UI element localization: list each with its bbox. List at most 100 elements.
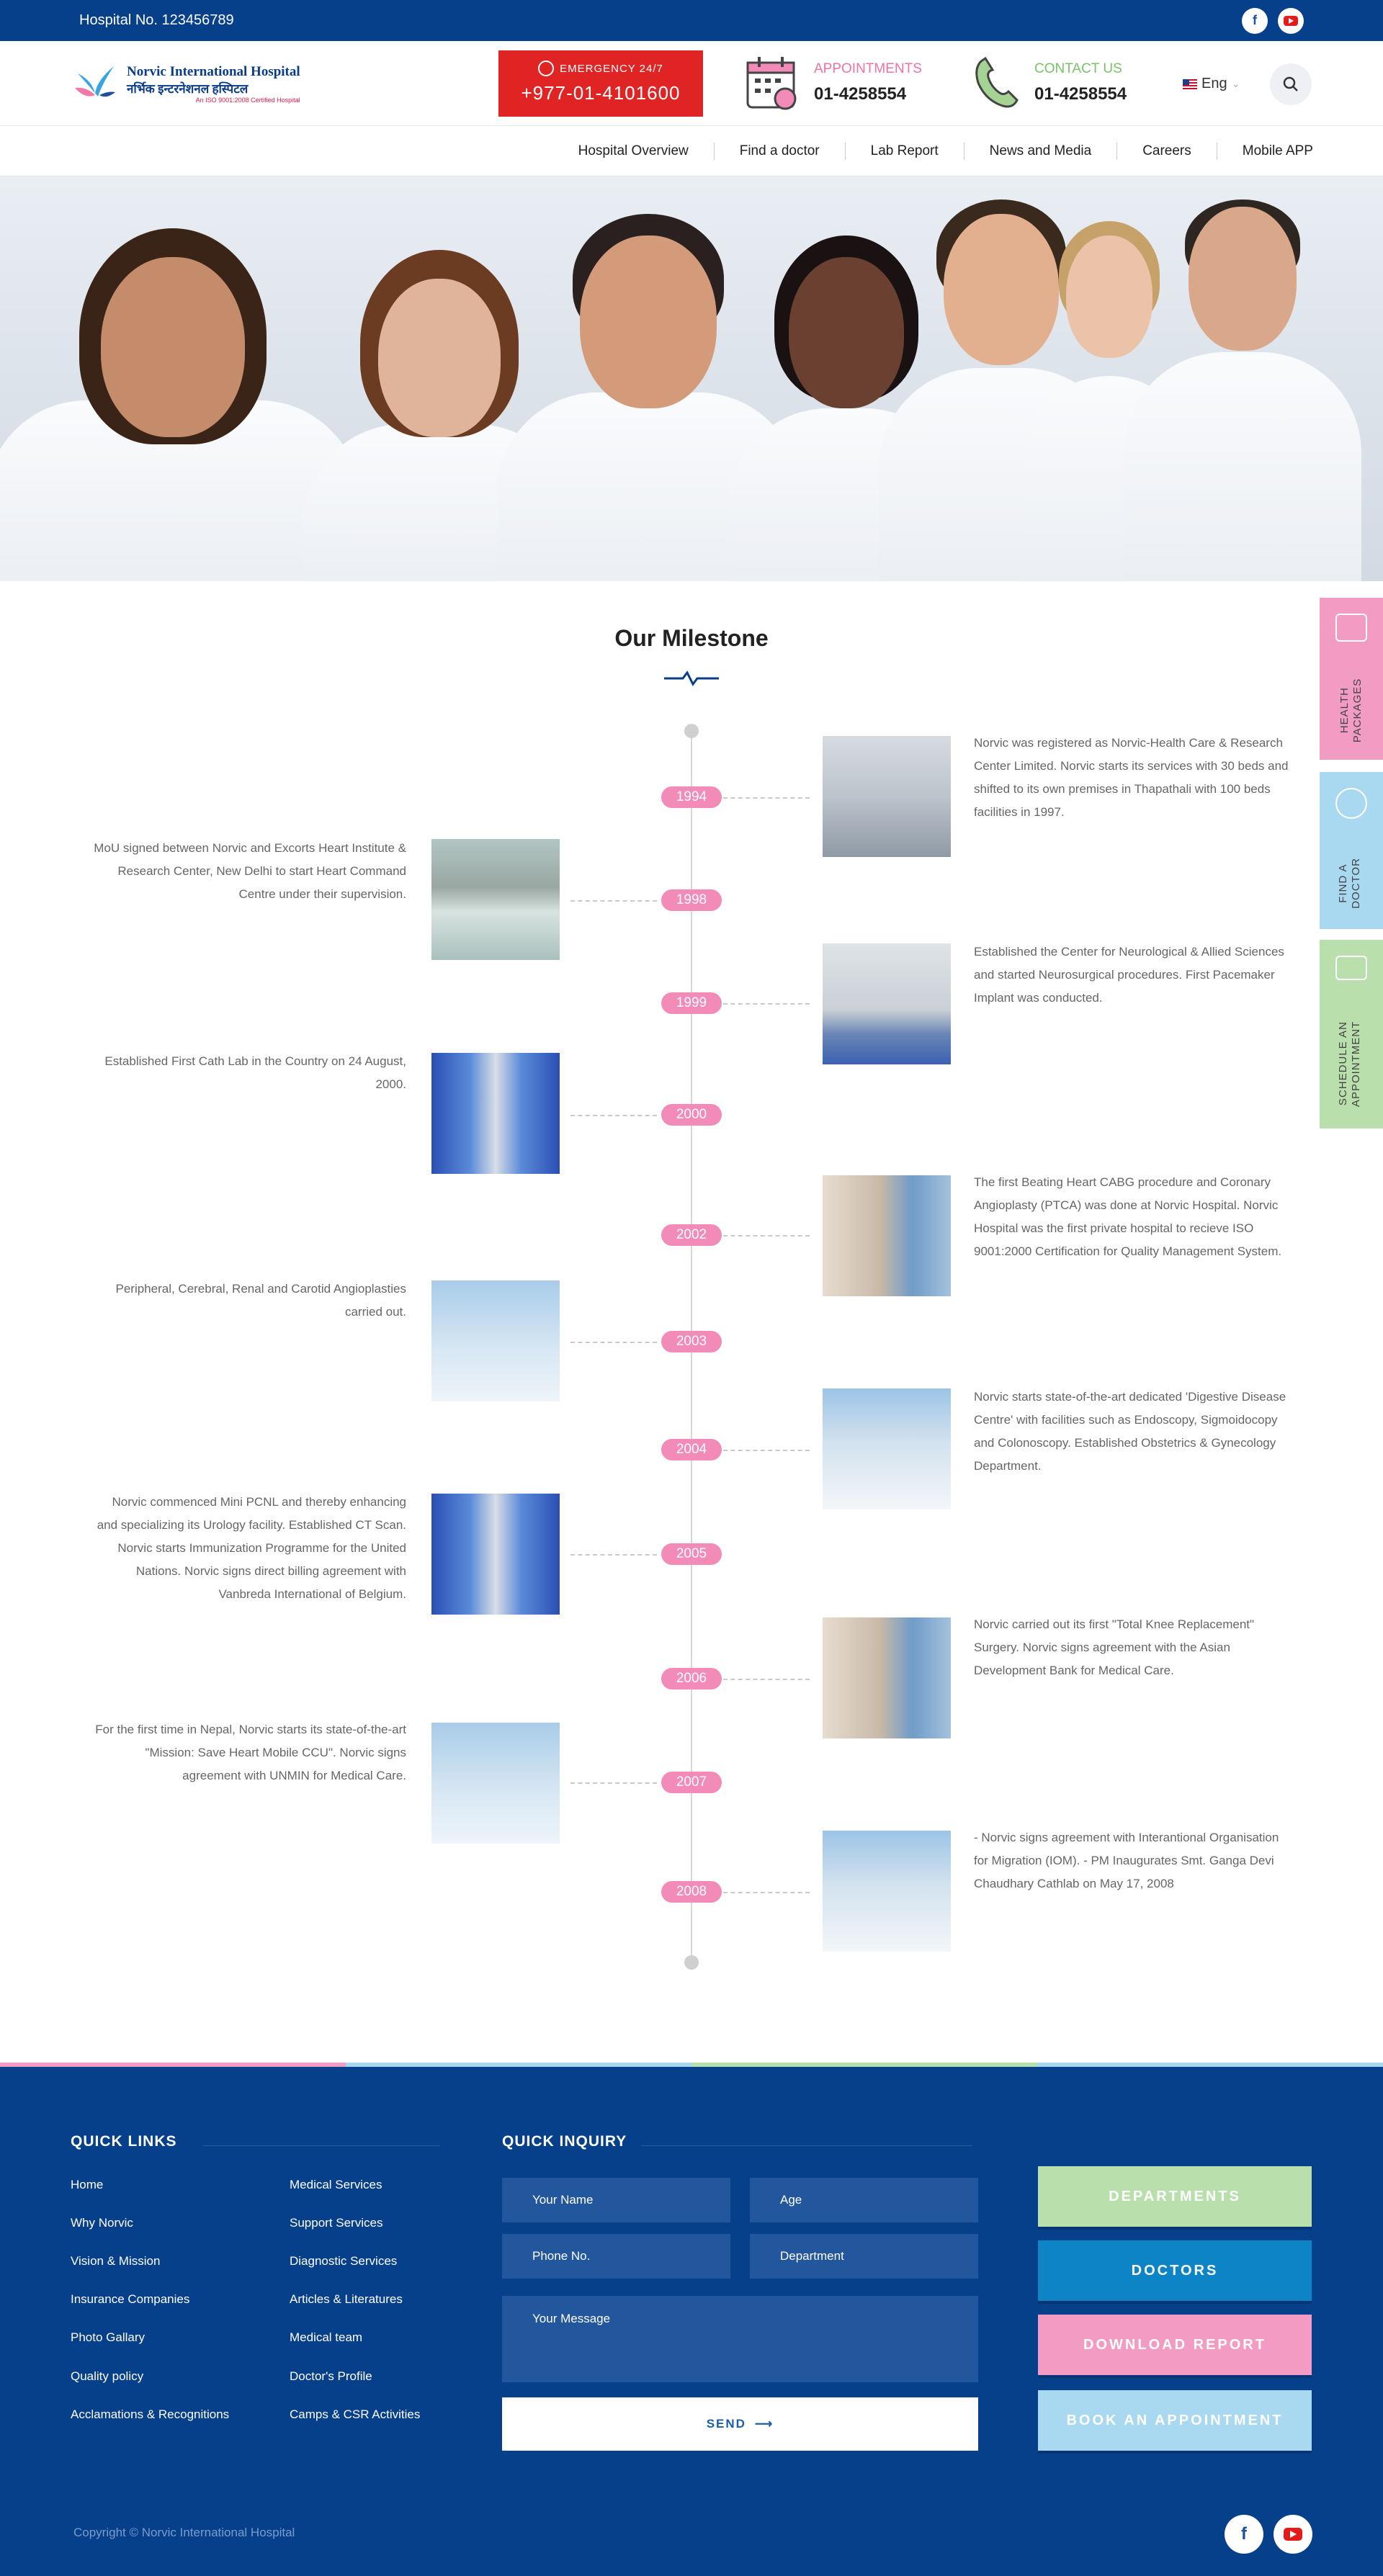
footer-link[interactable]: Quality policy: [71, 2369, 144, 2383]
milestone-image: [823, 943, 951, 1064]
facebook-icon[interactable]: f: [1242, 7, 1268, 34]
milestone-description: Established First Cath Lab in the Countr…: [104, 1054, 406, 1091]
emergency-phone-icon: [538, 60, 555, 76]
top-bar: Hospital No. 123456789 f: [0, 0, 1383, 41]
footer-link[interactable]: Medical Services: [290, 2178, 382, 2191]
search-icon: [1283, 76, 1298, 91]
milestone-description: Norvic was registered as Norvic-Health C…: [974, 736, 1289, 819]
nav-news-and-media[interactable]: News and Media: [964, 143, 1118, 160]
footer-link[interactable]: Insurance Companies: [71, 2292, 190, 2306]
calendar-icon: [746, 57, 797, 110]
footer-link[interactable]: Camps & CSR Activities: [290, 2407, 421, 2421]
hero-banner-image: [0, 176, 1383, 581]
send-button[interactable]: SEND ⟶: [502, 2397, 978, 2451]
side-tab-find-a-doctor[interactable]: FIND A DOCTOR: [1320, 772, 1383, 929]
hospital-number: Hospital No. 123456789: [79, 12, 234, 28]
book-appointment-button[interactable]: BOOK AN APPOINTMENT: [1038, 2390, 1312, 2451]
footer-link[interactable]: Why Norvic: [71, 2216, 133, 2230]
milestone-connector: [570, 900, 657, 902]
emergency-label: EMERGENCY 24/7: [560, 62, 663, 75]
milestone-description: The first Beating Heart CABG procedure a…: [974, 1175, 1282, 1258]
quick-inquiry-title: QUICK INQUIRY: [502, 2133, 627, 2150]
milestone-description: MoU signed between Norvic and Excorts He…: [94, 841, 406, 901]
contact-block[interactable]: CONTACT US 01-4258554: [971, 54, 1127, 112]
nav-careers[interactable]: Careers: [1117, 143, 1217, 160]
milestone-year: 2003: [661, 1331, 722, 1352]
message-textarea[interactable]: Your Message: [502, 2296, 978, 2382]
footer-link[interactable]: Doctor's Profile: [290, 2369, 372, 2383]
youtube-icon[interactable]: [1278, 7, 1304, 34]
milestone-connector: [570, 1342, 657, 1343]
milestone-image: [431, 1053, 560, 1174]
side-tab-schedule-appointment[interactable]: SCHEDULE AN APPOINTMENT: [1320, 940, 1383, 1128]
milestone-description: Norvic carried out its first "Total Knee…: [974, 1617, 1255, 1677]
footer-link[interactable]: Acclamations & Recognitions: [71, 2407, 230, 2421]
logo-name-nepali: नर्भिक इन्टरनेशनल हस्पिटल: [127, 82, 249, 96]
milestone-year: 2000: [661, 1104, 722, 1126]
nav-mobile-app[interactable]: Mobile APP: [1242, 143, 1313, 158]
language-label: Eng: [1201, 76, 1227, 91]
heartbeat-icon: [664, 670, 719, 686]
footer-link[interactable]: Vision & Mission: [71, 2254, 161, 2268]
milestone-year: 2006: [661, 1668, 722, 1689]
footer-link[interactable]: Articles & Literatures: [290, 2292, 403, 2306]
milestone-image: [823, 1617, 951, 1738]
footer-youtube-icon[interactable]: [1274, 2515, 1312, 2554]
logo-certification: An ISO 9001:2008 Certified Hospital: [195, 97, 300, 104]
name-input[interactable]: Your Name: [502, 2178, 730, 2222]
department-select[interactable]: Department: [750, 2234, 978, 2279]
appointments-label: APPOINTMENTS: [814, 61, 922, 76]
doctor-icon: [1335, 788, 1367, 820]
age-input[interactable]: Age: [750, 2178, 978, 2222]
logo-name-english: Norvic International Hospital: [127, 64, 300, 79]
milestone-image: [823, 736, 951, 857]
milestone-description: - Norvic signs agreement with Interantio…: [974, 1831, 1279, 1890]
milestone-year: 1998: [661, 889, 722, 911]
doctors-button[interactable]: DOCTORS: [1038, 2240, 1312, 2301]
us-flag-icon: [1183, 78, 1197, 89]
contact-label: CONTACT US: [1034, 61, 1122, 76]
phone-input[interactable]: Phone No.: [502, 2234, 730, 2279]
quick-links-title: QUICK LINKS: [71, 2133, 177, 2150]
nav-hospital-overview[interactable]: Hospital Overview: [553, 143, 715, 160]
milestone-description: Norvic starts state-of-the-art dedicated…: [974, 1390, 1286, 1473]
milestone-image: [431, 839, 560, 960]
footer-facebook-icon[interactable]: f: [1225, 2515, 1263, 2554]
milestone-image: [431, 1280, 560, 1401]
footer-link[interactable]: Photo Gallary: [71, 2330, 145, 2344]
footer-color-stripe: [0, 2063, 1383, 2067]
phone-icon: [975, 56, 1019, 108]
milestone-year: 1994: [661, 786, 722, 808]
appointments-block[interactable]: APPOINTMENTS 01-4258554: [745, 54, 922, 112]
divider: [641, 2145, 972, 2146]
milestone-description: For the first time in Nepal, Norvic star…: [95, 1723, 406, 1782]
divider: [203, 2145, 439, 2146]
footer-link[interactable]: Medical team: [290, 2330, 363, 2344]
footer-link[interactable]: Diagnostic Services: [290, 2254, 398, 2268]
footer-link[interactable]: Home: [71, 2178, 104, 2191]
side-tab-label: HEALTH PACKAGES: [1338, 678, 1364, 742]
hero-doctor: [1124, 199, 1361, 581]
milestone-connector: [723, 1892, 810, 1893]
footer-link[interactable]: Support Services: [290, 2216, 383, 2230]
search-button[interactable]: [1270, 63, 1312, 105]
emergency-box[interactable]: EMERGENCY 24/7 +977-01-4101600: [498, 50, 703, 117]
arrow-right-icon: ⟶: [754, 2417, 774, 2431]
milestone-image: [431, 1723, 560, 1844]
milestone-description: Peripheral, Cerebral, Renal and Carotid …: [115, 1282, 406, 1319]
side-tab-health-packages[interactable]: HEALTH PACKAGES: [1320, 598, 1383, 760]
milestone-year: 1999: [661, 992, 722, 1014]
milestone-connector: [570, 1782, 657, 1784]
milestone-image: [823, 1831, 951, 1952]
copyright-text: Copyright © Norvic International Hospita…: [73, 2526, 295, 2539]
milestone-connector: [723, 1235, 810, 1237]
hospital-logo[interactable]: Norvic International Hospital नर्भिक इन्…: [71, 57, 301, 111]
milestone-connector: [723, 1450, 810, 1451]
appointments-number: 01-4258554: [814, 84, 907, 104]
language-selector[interactable]: Eng ⌄: [1183, 76, 1240, 92]
download-report-button[interactable]: DOWNLOAD REPORT: [1038, 2315, 1312, 2375]
nav-find-a-doctor[interactable]: Find a doctor: [715, 143, 846, 160]
departments-button[interactable]: DEPARTMENTS: [1038, 2166, 1312, 2227]
nav-lab-report[interactable]: Lab Report: [846, 143, 964, 160]
milestone-connector: [570, 1115, 657, 1116]
